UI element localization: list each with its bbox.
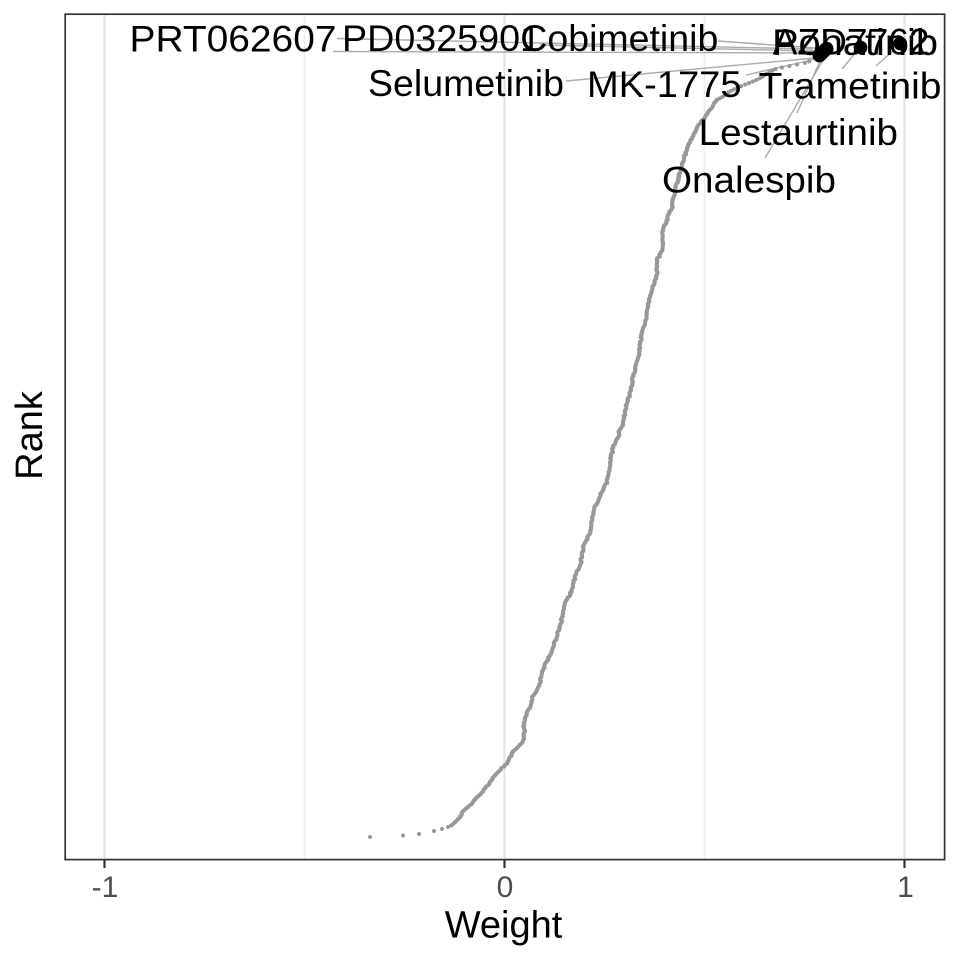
svg-text:-1: -1	[92, 871, 119, 904]
svg-text:Cobimetinib: Cobimetinib	[520, 18, 718, 59]
svg-text:PRT062607: PRT062607	[130, 19, 337, 60]
svg-text:Trametinib: Trametinib	[759, 66, 942, 107]
svg-text:MK-1775: MK-1775	[587, 64, 742, 105]
svg-text:AZD7762: AZD7762	[773, 22, 930, 63]
svg-text:PD0325901: PD0325901	[342, 18, 541, 59]
svg-text:Weight: Weight	[445, 905, 563, 947]
svg-text:1: 1	[897, 871, 914, 904]
svg-text:Lestaurtinib: Lestaurtinib	[699, 112, 898, 153]
svg-text:Selumetinib: Selumetinib	[368, 63, 564, 104]
svg-text:Rank: Rank	[9, 390, 51, 480]
svg-text:Ponatinib: Ponatinib	[772, 22, 938, 63]
svg-text:Onalespib: Onalespib	[662, 160, 836, 201]
svg-text:0: 0	[497, 871, 514, 904]
